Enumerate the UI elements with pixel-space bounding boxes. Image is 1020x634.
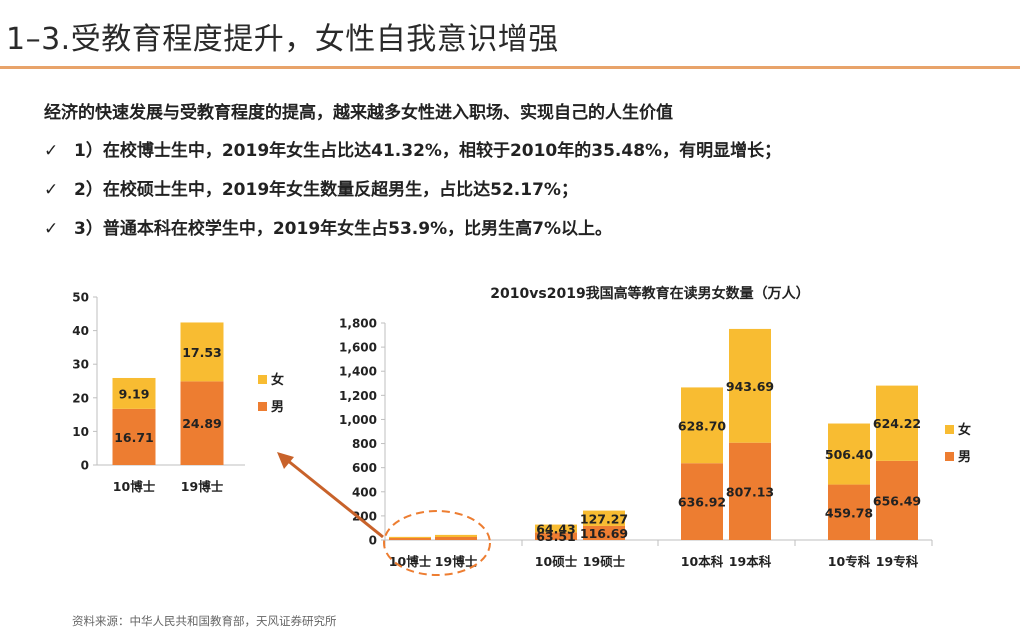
data-label-female: 624.22 <box>873 416 921 431</box>
category-label: 19硕士 <box>583 554 626 569</box>
callout-arrow-line <box>286 458 384 539</box>
bar-male <box>876 460 918 540</box>
data-label-female: 628.70 <box>678 418 727 433</box>
bar-female <box>729 328 771 443</box>
bar-male <box>828 484 870 540</box>
legend-label-female: 女 <box>958 422 971 438</box>
category-label: 10博士 <box>389 554 432 569</box>
callout-overlay <box>277 452 491 576</box>
y-tick-label: 800 <box>352 437 377 451</box>
y-tick-label: 20 <box>72 391 89 405</box>
bar-female <box>583 510 625 526</box>
bar-male <box>180 381 224 465</box>
source-note: 资料来源：中华人民共和国教育部，天风证券研究所 <box>72 614 337 628</box>
category-label: 19本科 <box>729 554 772 569</box>
bar-male <box>583 525 625 540</box>
bar-female <box>435 534 477 537</box>
bar-male <box>729 442 771 540</box>
callout-arrow-head <box>277 452 294 469</box>
bar-male <box>681 463 723 540</box>
y-tick-label: 1,600 <box>339 341 377 355</box>
bullet-text: 3）普通本科在校学生中，2019年女生占53.9%，比男生高7%以上。 <box>74 219 612 239</box>
category-label: 10专科 <box>828 554 871 569</box>
data-label-male: 807.13 <box>726 484 774 499</box>
legend-swatch-male <box>945 452 954 461</box>
category-label: 19博士 <box>435 554 478 569</box>
data-label-female: 943.69 <box>726 379 774 394</box>
bar-female <box>180 322 224 382</box>
bar-male <box>112 408 156 465</box>
bar-female <box>535 524 577 533</box>
category-label: 10硕士 <box>535 554 578 569</box>
data-label-male: 656.49 <box>873 493 921 508</box>
page-title: 1–3.受教育程度提升，女性自我意识增强 <box>6 22 559 57</box>
legend-label-male: 男 <box>958 450 971 465</box>
data-label-female: 17.53 <box>182 345 222 360</box>
bar-female <box>828 423 870 485</box>
legend-swatch-male <box>258 402 267 411</box>
phd-zoom-chart: 0 10 20 30 40 50 16.71 9.19 10博士 24.89 17.53 19博士 女男 <box>72 291 284 495</box>
data-label-female: 9.19 <box>119 386 150 401</box>
y-tick-label: 40 <box>72 324 89 338</box>
data-label-male: 16.71 <box>114 430 154 445</box>
y-tick-label: 600 <box>352 461 377 475</box>
legend-swatch-female <box>945 425 954 434</box>
category-label: 10博士 <box>113 479 156 494</box>
data-label-male: 459.78 <box>825 505 873 520</box>
check-icon: ✓ <box>44 180 59 200</box>
y-tick-label: 0 <box>369 534 377 548</box>
data-label-male: 24.89 <box>182 416 222 431</box>
data-label-female: 127.27 <box>580 511 628 526</box>
y-tick-label: 10 <box>72 425 89 439</box>
check-icon: ✓ <box>44 141 59 161</box>
y-tick-label: 1,000 <box>339 413 377 427</box>
bar-male <box>435 536 477 540</box>
y-tick-label: 1,200 <box>339 389 377 403</box>
category-label: 19博士 <box>181 479 224 494</box>
bar-female <box>389 536 431 538</box>
chart-title: 2010vs2019我国高等教育在读男女数量（万人） <box>490 285 809 302</box>
bullet-item: ✓ 3）普通本科在校学生中，2019年女生占53.9%，比男生高7%以上。 <box>44 214 612 239</box>
bullet-item: ✓ 2）在校硕士生中，2019年女生数量反超男生，占比达52.17%； <box>44 175 578 200</box>
education-bar-chart: 2010vs2019我国高等教育在读男女数量（万人） 0 200 400 600 800 1… <box>339 285 971 569</box>
bar-male <box>389 537 431 540</box>
y-tick-label: 1,400 <box>339 365 377 379</box>
data-label-female: 506.40 <box>825 447 874 462</box>
legend-swatch-female <box>258 375 267 384</box>
check-icon: ✓ <box>44 219 59 239</box>
bar-male <box>535 532 577 540</box>
bullet-text: 2）在校硕士生中，2019年女生数量反超男生，占比达52.17%； <box>74 180 578 200</box>
title-divider <box>0 66 1020 69</box>
data-label-female: 64.43 <box>536 521 576 536</box>
bar-female <box>112 377 156 409</box>
legend-label-male: 男 <box>271 400 284 415</box>
bar-female <box>876 385 918 461</box>
data-label-male: 116.69 <box>580 526 628 541</box>
bullet-text: 1）在校博士生中，2019年女生占比达41.32%，相较于2010年的35.48… <box>74 141 782 161</box>
y-tick-label: 0 <box>81 459 89 473</box>
y-tick-label: 200 <box>352 509 377 523</box>
category-label: 19专科 <box>876 554 919 569</box>
data-label-male: 63.51 <box>536 529 576 544</box>
y-tick-label: 50 <box>72 291 89 305</box>
y-tick-label: 30 <box>72 358 89 372</box>
category-label: 10本科 <box>681 554 724 569</box>
y-tick-label: 1,800 <box>339 317 377 331</box>
highlight-ellipse <box>383 510 491 576</box>
bullet-item: ✓ 1）在校博士生中，2019年女生占比达41.32%，相较于2010年的35.4… <box>44 136 781 161</box>
legend-label-female: 女 <box>271 372 284 388</box>
bar-female <box>681 387 723 464</box>
y-tick-label: 400 <box>352 485 377 499</box>
headline: 经济的快速发展与受教育程度的提高，越来越多女性进入职场、实现自己的人生价值 <box>44 103 673 123</box>
data-label-male: 636.92 <box>678 495 726 510</box>
